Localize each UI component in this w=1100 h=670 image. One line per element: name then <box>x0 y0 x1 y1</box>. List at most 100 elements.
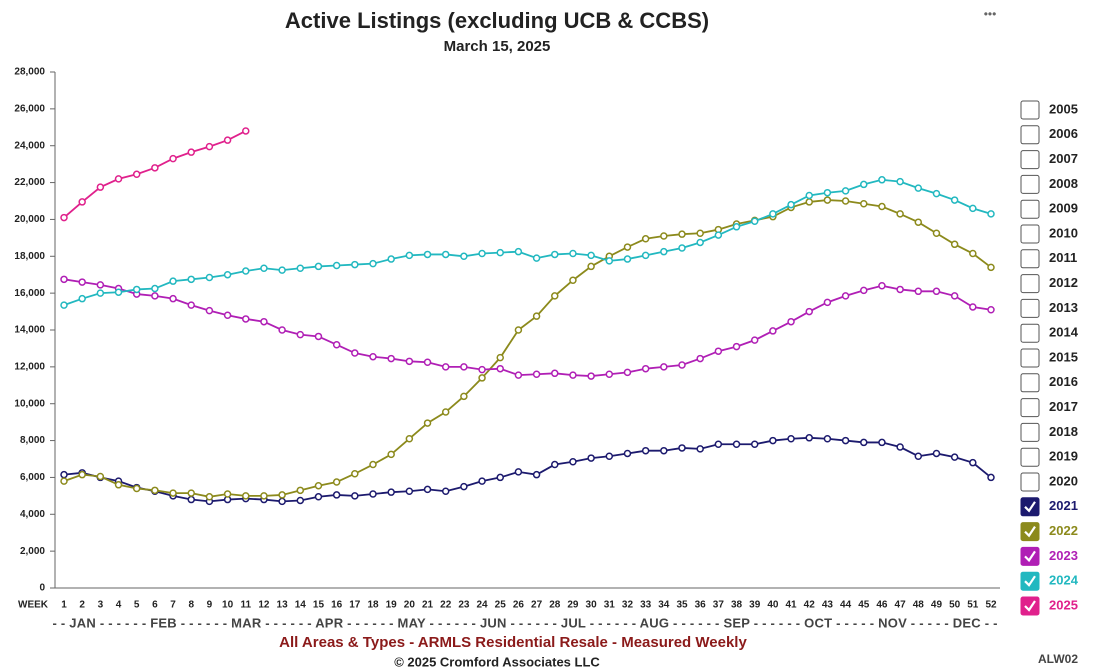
x-tick-label: 11 <box>240 600 251 611</box>
legend-checkbox[interactable] <box>1020 249 1040 269</box>
legend-checkbox[interactable] <box>1020 447 1040 467</box>
legend-checkbox[interactable] <box>1020 274 1040 294</box>
legend-checkbox[interactable] <box>1020 348 1040 368</box>
y-tick-label: 22,000 <box>14 177 45 188</box>
menu-button[interactable]: ••• <box>984 7 997 21</box>
data-point <box>441 250 450 259</box>
legend-label: 2016 <box>1049 374 1078 389</box>
x-tick-label: 18 <box>367 600 379 611</box>
x-tick-label: 42 <box>804 600 816 611</box>
data-point <box>750 440 759 449</box>
data-point <box>696 445 704 453</box>
legend-checkbox[interactable] <box>1020 199 1040 219</box>
data-point <box>496 364 504 373</box>
data-point <box>623 255 632 263</box>
x-tick-label: 21 <box>422 600 434 611</box>
legend-checkbox[interactable] <box>1020 298 1040 318</box>
data-point <box>260 264 268 273</box>
data-point <box>860 200 868 208</box>
data-point <box>423 358 432 366</box>
legend-checkbox[interactable] <box>1020 546 1040 566</box>
data-point <box>987 210 995 218</box>
legend-checkbox[interactable] <box>1020 398 1040 418</box>
legend-check <box>1024 501 1036 513</box>
legend-checkbox[interactable] <box>1020 497 1040 517</box>
legend-checkbox[interactable] <box>1020 224 1040 244</box>
legend-checkbox[interactable] <box>1020 174 1040 194</box>
data-point <box>223 490 232 498</box>
legend-checkbox[interactable] <box>1020 323 1040 343</box>
data-point <box>641 235 650 243</box>
data-point <box>169 154 177 163</box>
data-point <box>314 262 323 271</box>
data-point <box>823 196 832 204</box>
legend-checkbox[interactable] <box>1020 125 1040 145</box>
data-point <box>532 312 541 320</box>
y-tick-label: 0 <box>39 583 45 594</box>
x-tick-label: 16 <box>331 600 343 611</box>
data-point <box>460 392 468 401</box>
x-tick-label: 46 <box>876 600 888 611</box>
data-point <box>60 275 68 284</box>
data-point <box>714 231 723 239</box>
legend-checkbox[interactable] <box>1020 596 1040 616</box>
data-point <box>787 200 795 209</box>
data-point <box>896 210 904 218</box>
data-point <box>587 454 595 462</box>
x-tick-label: 3 <box>98 600 104 611</box>
x-tick-label: 27 <box>531 600 543 611</box>
legend-checkbox[interactable] <box>1020 100 1040 120</box>
legend-label: 2018 <box>1049 424 1078 439</box>
x-tick-label: 52 <box>985 600 997 611</box>
data-point <box>387 354 395 363</box>
legend-checkbox[interactable] <box>1020 472 1040 492</box>
y-tick-label: 16,000 <box>14 288 45 299</box>
data-point <box>169 277 177 285</box>
y-tick-label: 10,000 <box>14 398 45 409</box>
data-point <box>387 255 395 263</box>
data-point <box>514 371 523 379</box>
data-point <box>914 218 923 226</box>
x-tick-label: 47 <box>895 600 907 611</box>
data-point <box>405 487 414 495</box>
legend-checkbox[interactable] <box>1020 150 1040 170</box>
data-point <box>914 287 923 296</box>
data-point <box>478 374 486 382</box>
data-point <box>987 263 995 272</box>
data-point <box>551 369 559 378</box>
data-point <box>423 250 432 259</box>
x-tick-label: 25 <box>495 600 507 611</box>
data-point <box>841 197 850 205</box>
data-point <box>96 289 105 297</box>
data-point <box>950 453 959 461</box>
data-point <box>532 470 541 479</box>
data-point <box>569 276 577 284</box>
legend-checkbox[interactable] <box>1020 522 1040 542</box>
data-point <box>114 481 123 489</box>
legend-checkbox[interactable] <box>1020 373 1040 393</box>
legend-checkbox[interactable] <box>1020 422 1040 442</box>
x-tick-label: 41 <box>785 600 797 611</box>
data-point <box>514 247 523 256</box>
data-point <box>678 444 686 452</box>
data-point <box>969 249 977 258</box>
legend-label: 2024 <box>1049 573 1079 588</box>
y-tick-label: 12,000 <box>14 361 45 372</box>
data-point <box>696 229 704 237</box>
data-point <box>151 292 159 300</box>
data-point <box>132 285 141 294</box>
data-point <box>369 259 377 268</box>
data-point <box>587 262 595 271</box>
data-point <box>532 254 541 262</box>
x-tick-label: 22 <box>440 600 452 611</box>
data-point <box>696 238 704 247</box>
series-line <box>63 278 992 377</box>
data-point <box>242 127 250 135</box>
data-point <box>950 240 959 249</box>
x-tick-label: 43 <box>822 600 834 611</box>
x-tick-label: 50 <box>949 600 961 611</box>
legend-label: 2015 <box>1049 349 1078 364</box>
legend-checkbox[interactable] <box>1020 571 1040 591</box>
